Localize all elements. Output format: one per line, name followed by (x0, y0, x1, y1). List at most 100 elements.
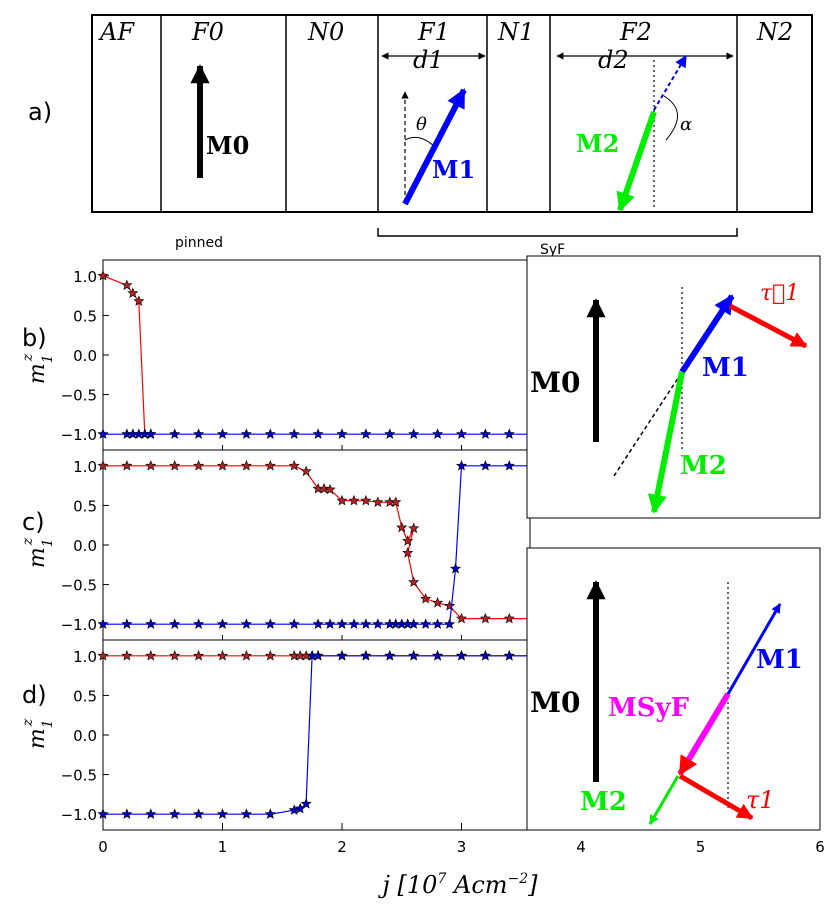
m2-label: M2 (576, 129, 619, 158)
data-point-blue (312, 618, 324, 629)
data-point-blue (336, 618, 348, 629)
data-point-blue (372, 618, 384, 629)
data-point-red (264, 460, 276, 471)
data-point-red (97, 650, 109, 661)
data-point-blue (264, 808, 276, 819)
data-point-blue (300, 798, 312, 809)
data-point-red (408, 576, 420, 587)
data-point-red (318, 482, 330, 494)
panel-c-label: c) (22, 508, 45, 536)
data-point-red (288, 460, 300, 471)
x-tick-label: 1 (218, 838, 228, 856)
inset2-m1-arrow (726, 603, 782, 695)
data-point-blue (503, 650, 515, 661)
data-point-blue (121, 618, 133, 629)
plot-frame (102, 639, 531, 831)
data-point-blue (240, 618, 252, 629)
inset1-tau-label: τ⃗1 (760, 281, 799, 306)
alpha-label: α (680, 114, 692, 135)
data-point-red (402, 535, 414, 546)
data-point-red (402, 547, 414, 558)
theta-label: θ (416, 114, 427, 135)
layer-label-f2: F2 (619, 18, 652, 46)
xlabel-close: ] (527, 871, 538, 899)
data-point-blue (360, 428, 372, 439)
x-tick-label: 4 (576, 838, 586, 856)
data-point-blue (336, 650, 348, 661)
plot-c-marks: 1.0 0.5 0.0 −0.5 −1.0 (61, 458, 539, 640)
data-point-red (240, 460, 252, 471)
data-point-blue (312, 650, 324, 661)
data-point-blue (420, 618, 432, 629)
layer-label-f1: F1 (417, 18, 450, 46)
plot-c-ylabel: m1z (20, 537, 56, 568)
ylabel-sub: 1 (40, 354, 56, 363)
data-point-blue (240, 808, 252, 819)
data-point-blue (408, 618, 420, 629)
data-point-red (193, 460, 205, 471)
data-point-red (145, 460, 157, 471)
layer-label-af: AF (98, 18, 135, 46)
inset2-msyf-label: MSyF (608, 693, 690, 723)
data-point-red (121, 279, 133, 291)
data-point-red (503, 612, 515, 624)
ylabel-sub: 1 (40, 538, 56, 547)
data-point-blue (264, 618, 276, 629)
m0-label: M0 (206, 131, 249, 160)
data-point-blue (169, 808, 181, 819)
y-tick-label: 1.0 (73, 648, 97, 666)
data-point-red (300, 465, 312, 477)
x-tick-label: 6 (815, 838, 825, 856)
layer-label-f0: F0 (191, 18, 224, 46)
xlabel-exp: 7 (437, 871, 446, 887)
data-point-blue (479, 460, 491, 471)
data-point-red (444, 600, 456, 611)
data-point-red (240, 650, 252, 661)
series-line-blue (103, 465, 534, 625)
inset2-torque-arrow (678, 773, 754, 821)
panel-d-label: d) (22, 681, 47, 709)
data-point-red (121, 650, 133, 661)
data-point-blue (264, 428, 276, 439)
data-point-red (169, 650, 181, 661)
data-point-blue (455, 428, 468, 439)
data-point-blue (193, 618, 205, 629)
data-point-red (336, 494, 348, 506)
data-point-red (121, 460, 133, 471)
data-point-red (264, 650, 276, 661)
xlabel-unit-exp: −2 (508, 871, 529, 887)
data-point-blue (432, 650, 444, 661)
ylabel-sup: z (20, 718, 36, 727)
data-point-blue (455, 460, 468, 471)
data-point-blue (384, 428, 396, 439)
y-tick-label: −1.0 (61, 806, 97, 824)
data-point-blue (288, 618, 300, 629)
data-point-blue (479, 650, 491, 661)
plot-panel-c: 1.0 0.5 0.0 −0.5 −1.0 c) m1z (20, 449, 539, 641)
xlabel-unit: Acm (446, 871, 507, 899)
data-point-red (348, 494, 360, 506)
inset2-tau-label: τ1 (746, 786, 775, 814)
data-point-red (455, 612, 468, 624)
m1-arrow (402, 88, 467, 206)
data-point-blue (288, 428, 300, 439)
inset-2: M0 M1 MSyF M2 τ1 (526, 547, 821, 831)
data-point-blue (360, 618, 372, 629)
layer-stack-frame (91, 14, 813, 213)
y-tick-label: −0.5 (61, 767, 97, 785)
data-point-blue (145, 428, 157, 439)
data-point-red (324, 483, 336, 495)
data-point-red (169, 460, 181, 471)
d2-label: d2 (598, 46, 629, 74)
theta-arc (404, 136, 437, 149)
plot-b-marks: 1.0 0.5 0.0 −0.5 −1.0 (61, 268, 539, 450)
ylabel-sup: z (20, 537, 36, 546)
plot-panel-b: 1.0 0.5 0.0 −0.5 −1.0 b) m1z (20, 259, 539, 451)
inset2-m1-label: M1 (756, 645, 803, 675)
ylabel-sub: 1 (40, 719, 56, 728)
data-point-blue (444, 618, 456, 629)
inset2-msyf-arrow (677, 692, 731, 776)
y-tick-label: 0.5 (73, 307, 97, 325)
data-point-red (390, 496, 402, 507)
y-tick-label: 1.0 (73, 268, 97, 286)
